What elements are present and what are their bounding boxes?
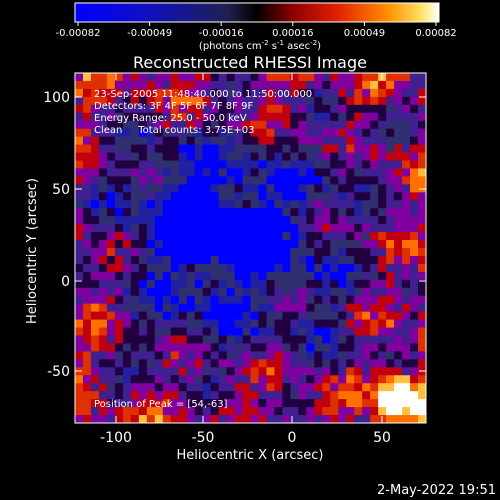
y-tick-label: -50 [47,364,70,380]
colorbar-tick-label: -0.00016 [199,28,244,39]
x-tick-label: -50 [192,430,215,446]
x-tick-label: 50 [373,430,391,446]
info-overlay: 23-Sep-2005 11:48:40.000 to 11:50:00.000… [94,89,312,410]
colorbar-tick-label: 0.00082 [415,28,456,39]
y-tick-label: 100 [43,90,70,106]
y-tick-label: 50 [52,182,70,198]
colorbar-gradient [74,2,440,23]
info-line-counts: Clean Total counts: 3.75E+03 [94,125,254,136]
plot-title: Reconstructed RHESSI Image [133,53,367,72]
axes: -100 -50 0 50 100 50 0 -50 [43,73,426,446]
colorbar: -0.00082 -0.00049 -0.00016 0.00016 0.00049 0.… [56,2,457,52]
colorbar-ticks: -0.00082 -0.00049 -0.00016 0.00016 0.00049 0.… [56,22,457,39]
plot-frame [74,72,427,424]
footer-date: 2-May-2022 19:51 [377,483,496,498]
x-axis-label: Heliocentric X (arcsec) [177,448,324,463]
info-line-time: 23-Sep-2005 11:48:40.000 to 11:50:00.000 [94,89,312,100]
colorbar-units: (photons cm-2 s-1 asec-2) [199,39,321,52]
rhessi-image [75,73,426,423]
info-line-energy: Energy Range: 25.0 - 50.0 keV [94,113,247,124]
x-tick-label: -100 [100,430,132,446]
info-line-detectors: Detectors: 3F 4F 5F 6F 7F 8F 9F [94,101,253,112]
y-axis-label: Heliocentric Y (arcsec) [25,178,40,324]
y-tick-label: 0 [61,274,70,290]
peak-position: Position of Peak = [54,-63] [94,399,228,410]
colorbar-tick-label: -0.00049 [127,28,172,39]
colorbar-tick-label: -0.00082 [56,28,101,39]
colorbar-tick-label: 0.00049 [344,28,385,39]
x-tick-label: 0 [288,430,297,446]
colorbar-tick-label: 0.00016 [272,28,313,39]
